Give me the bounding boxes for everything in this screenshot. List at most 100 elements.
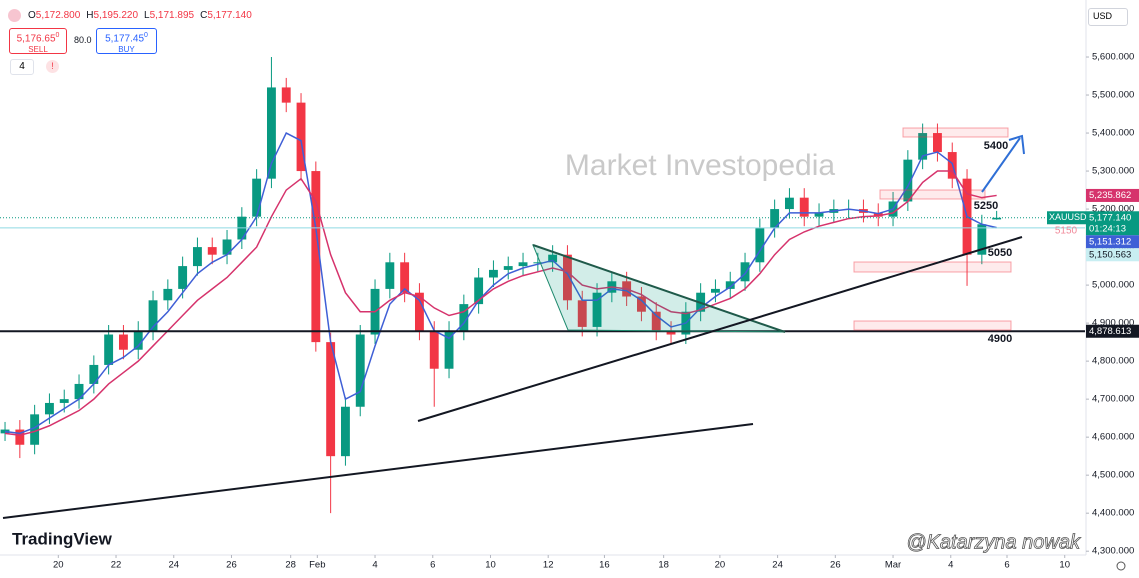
candle-body <box>785 197 794 210</box>
x-tick-label: 26 <box>226 560 237 571</box>
currency-button[interactable]: USD <box>1088 8 1128 26</box>
price-tag-label: 5,151.312 <box>1089 236 1131 247</box>
annotation: 4900 <box>988 333 1012 345</box>
annotation: 5050 <box>988 247 1012 259</box>
candle-body <box>725 281 735 289</box>
candle-body <box>414 292 424 331</box>
candle-body <box>385 262 395 289</box>
settings-icon[interactable] <box>1116 561 1126 571</box>
candle-body <box>592 292 602 327</box>
y-tick-label: 4,400.000 <box>1092 508 1134 519</box>
sell-button[interactable]: 5,176.650 SELL <box>9 28 67 54</box>
candle-body <box>710 288 720 293</box>
candle-body <box>562 254 572 301</box>
y-tick-label: 5,600.000 <box>1092 52 1134 63</box>
candle-body <box>770 209 780 229</box>
candle-body <box>207 247 217 255</box>
x-tick-label: 20 <box>53 560 64 571</box>
candle-body <box>118 334 128 350</box>
candle-body <box>503 266 513 270</box>
ohlc-key: L <box>144 10 150 21</box>
candle-body <box>444 330 454 369</box>
candle-body <box>933 133 942 153</box>
x-tick-label: 16 <box>599 560 610 571</box>
spread: 80.0 <box>74 35 92 45</box>
price-tag-countdown: 01:24:13 <box>1089 223 1126 234</box>
price-tag-label: 5,177.140 <box>1089 212 1131 223</box>
candle-body <box>814 212 824 217</box>
moving-average <box>4 170 997 437</box>
y-tick-label: 5,300.000 <box>1092 166 1134 177</box>
indicators-toggle[interactable]: 4 <box>10 59 34 75</box>
symbol-tag <box>1047 211 1086 225</box>
price-tag-label: 4,878.613 <box>1089 326 1131 337</box>
y-tick-label: 5,200.000 <box>1092 204 1134 215</box>
candle-body <box>459 304 469 331</box>
price-tag <box>1086 188 1139 202</box>
ohlc-value: 5,171.895 <box>149 10 195 21</box>
candle-body <box>651 311 661 331</box>
indicators-count: 4 <box>19 61 25 72</box>
candle-body <box>903 159 913 202</box>
x-tick-label: 10 <box>485 560 496 571</box>
sell-label: SELL <box>28 45 48 55</box>
y-tick-label: 5,500.000 <box>1092 90 1134 101</box>
x-tick-label: 6 <box>1004 560 1009 571</box>
arrow <box>981 137 1021 193</box>
x-tick-label: Feb <box>309 560 325 571</box>
sell-price: 5,176.65 <box>16 33 56 45</box>
y-tick-label: 4,800.000 <box>1092 356 1134 367</box>
x-tick-label: 24 <box>168 560 179 571</box>
candle-body <box>918 133 928 160</box>
drawings <box>2 127 1025 519</box>
logo: TradingView <box>12 529 113 548</box>
x-tick-label: 4 <box>372 560 377 571</box>
x-tick-label: 10 <box>1059 560 1070 571</box>
candle-body <box>992 217 1002 220</box>
watermark: Market Investopedia <box>565 149 835 182</box>
price-tag <box>1086 235 1139 249</box>
alert-icon: ! <box>46 60 59 73</box>
candle-body <box>192 247 202 267</box>
price-tag <box>1086 211 1139 236</box>
candle-body <box>577 300 587 327</box>
symbol-tag-label: XAUUSD <box>1049 212 1087 222</box>
x-tick-label: 12 <box>543 560 554 571</box>
price-tag <box>1086 248 1139 262</box>
candle-body <box>163 288 173 301</box>
candle-body <box>533 262 543 264</box>
price-tag <box>1086 324 1139 338</box>
trendline <box>532 244 786 333</box>
candle-body <box>133 330 143 350</box>
sell-sup: 0 <box>55 32 60 39</box>
candle-body <box>59 399 69 403</box>
x-tick-label: 18 <box>658 560 669 571</box>
candle-body <box>44 402 54 415</box>
ohlc-item: H5,195.220 <box>86 10 138 21</box>
buy-sup: 0 <box>144 32 148 39</box>
candle-body <box>340 406 350 457</box>
x-tick-label: 28 <box>285 560 296 571</box>
ohlc-item: C5,177.140 <box>200 10 252 21</box>
buy-price: 5,177.45 <box>105 33 145 45</box>
candle-body <box>178 266 188 289</box>
candle-body <box>222 239 232 255</box>
x-tick-label: 20 <box>715 560 726 571</box>
ohlc-value: 5,172.800 <box>35 10 81 21</box>
y-tick-label: 4,600.000 <box>1092 432 1134 443</box>
ohlc-key: O <box>28 10 36 21</box>
candle-body <box>755 228 765 263</box>
candle-body <box>873 212 883 217</box>
price-tag-label: 5,150.563 <box>1089 249 1131 260</box>
zone <box>853 320 1012 331</box>
candle-body <box>740 262 750 282</box>
candle-body <box>400 262 410 293</box>
candle-body <box>15 429 25 445</box>
x-tick-label: 6 <box>430 560 435 571</box>
candle-body <box>326 342 336 457</box>
buy-button[interactable]: 5,177.450 BUY <box>96 28 157 54</box>
annotation: 5400 <box>984 140 1008 152</box>
x-tick-label: 22 <box>111 560 122 571</box>
price-axis-bg <box>1086 0 1139 578</box>
